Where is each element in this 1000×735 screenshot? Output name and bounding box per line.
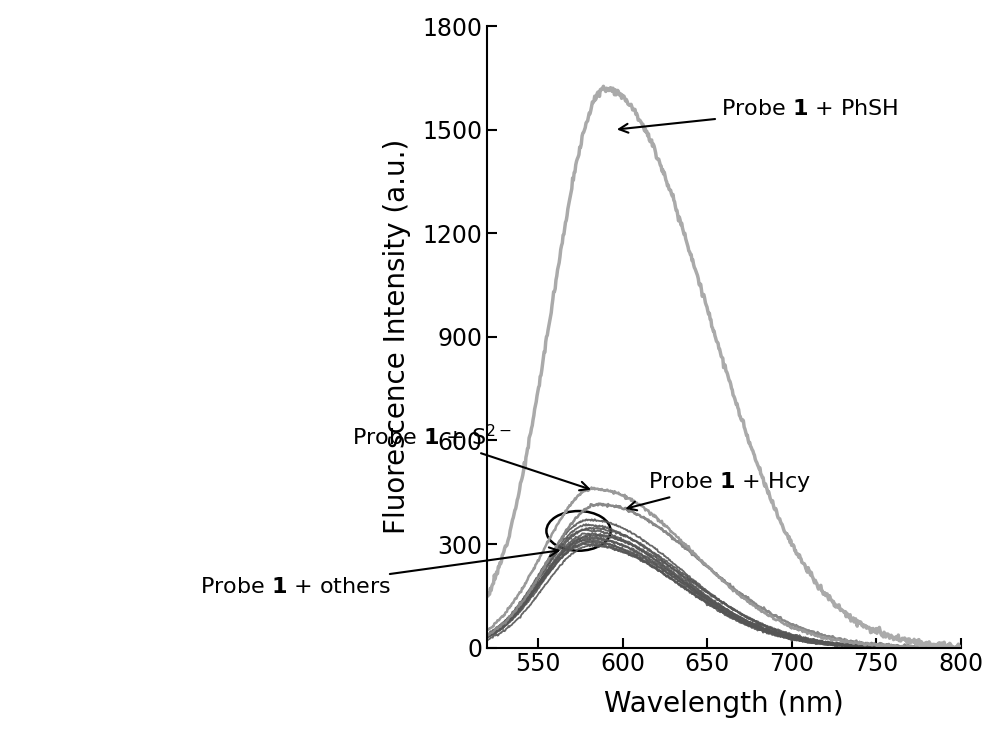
X-axis label: Wavelength (nm): Wavelength (nm) xyxy=(604,690,844,718)
Text: Probe $\mathbf{1}$ + PhSH: Probe $\mathbf{1}$ + PhSH xyxy=(619,99,898,133)
Y-axis label: Fluorescence Intensity (a.u.): Fluorescence Intensity (a.u.) xyxy=(383,139,411,534)
Text: Probe $\mathbf{1}$ + others: Probe $\mathbf{1}$ + others xyxy=(200,548,558,597)
Text: Probe $\mathbf{1}$ + Hcy: Probe $\mathbf{1}$ + Hcy xyxy=(627,470,811,510)
Text: Probe $\mathbf{1}$ + S$^{2-}$: Probe $\mathbf{1}$ + S$^{2-}$ xyxy=(352,424,589,490)
